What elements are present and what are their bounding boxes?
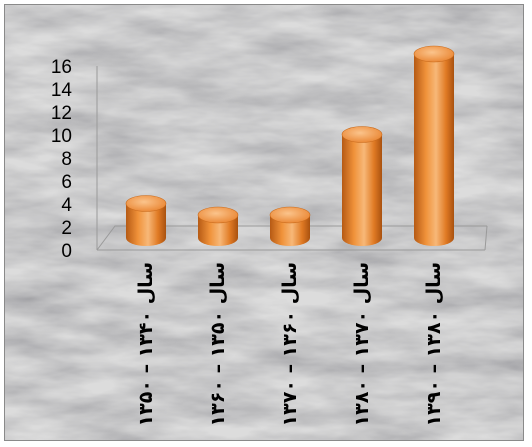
x-category-label: سال ۱۳۸۰ – ۱۳۹۰	[423, 262, 445, 426]
bar-top	[125, 195, 167, 212]
x-category-label: سال ۱۳۶۰ – ۱۳۷۰	[279, 262, 301, 426]
x-category-label: سال ۱۳۷۰ – ۱۳۸۰	[351, 262, 373, 426]
bar	[269, 206, 311, 246]
x-category-label: سال ۱۳۵۰ – ۱۳۶۰	[207, 262, 229, 426]
y-tick-label: 2	[61, 218, 72, 239]
x-axis-labels: سال ۱۳۴۰ – ۱۳۵۰ سال ۱۳۵۰ – ۱۳۶۰ سال ۱۳۶۰ –…	[135, 262, 445, 426]
bar-body	[270, 215, 310, 246]
floor-right-edge	[484, 225, 488, 251]
chart-frame	[4, 4, 524, 441]
bar-top	[413, 45, 455, 63]
bar	[341, 126, 383, 246]
y-tick-label: 16	[51, 57, 72, 78]
bar-top	[341, 126, 383, 143]
y-tick-label: 8	[61, 149, 72, 170]
bar-body	[414, 54, 454, 246]
y-tick-label: 14	[51, 80, 73, 101]
y-tick-label: 10	[51, 126, 72, 147]
bar-body	[342, 134, 382, 246]
x-category-label: سال ۱۳۴۰ – ۱۳۵۰	[135, 262, 157, 426]
y-tick-label: 0	[61, 241, 72, 262]
bar	[197, 206, 239, 246]
bar-top	[197, 206, 239, 224]
bar-body	[198, 215, 238, 246]
bar-body	[126, 203, 166, 246]
y-tick-label: 6	[61, 172, 72, 193]
bar	[413, 45, 455, 246]
y-tick-label: 12	[51, 103, 72, 124]
bar-top	[269, 206, 311, 224]
bar	[125, 195, 167, 246]
y-tick-label: 4	[61, 195, 72, 216]
bars	[125, 45, 455, 246]
